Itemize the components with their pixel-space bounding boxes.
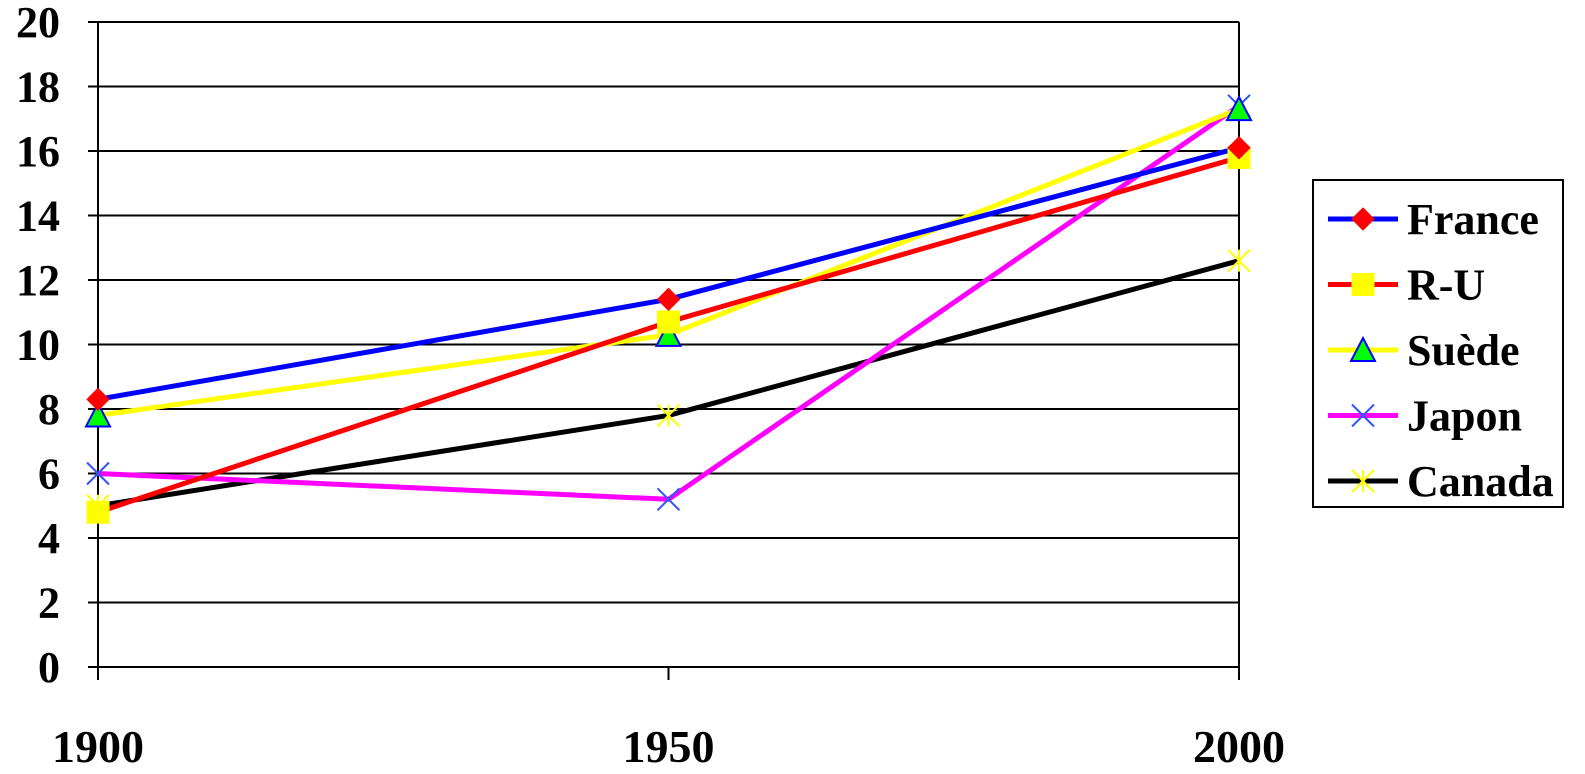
x-tick-label: 2000 [1193, 721, 1285, 769]
marker-star [1227, 248, 1251, 273]
y-tick-label: 18 [16, 63, 60, 112]
y-tick-label: 16 [16, 127, 60, 176]
legend: France R-U Suède Japon Canada [1312, 179, 1564, 508]
legend-label: R-U [1407, 261, 1485, 310]
y-tick-label: 6 [38, 450, 60, 499]
marker-diamond [86, 387, 110, 412]
legend-box [1312, 179, 1564, 508]
y-tick-label: 20 [16, 0, 60, 47]
y-tick-label: 8 [38, 385, 60, 434]
legend-item-canada: Canada [1328, 457, 1554, 506]
marker-triangle [1349, 335, 1377, 362]
marker-triangle [84, 401, 112, 428]
marker-star [656, 403, 681, 428]
legend-item-r-u: R-U [1328, 261, 1485, 310]
y-tick-label: 2 [38, 579, 60, 628]
legend-item-japon: Japon [1328, 392, 1522, 441]
series-line-france [97, 145, 1240, 402]
marker-square [1351, 273, 1375, 296]
legend-label: Canada [1407, 457, 1554, 506]
y-tick-label: 12 [16, 256, 60, 305]
legend-label: Suède [1407, 326, 1519, 375]
marker-stroke [86, 461, 110, 486]
marker-diamond [1351, 207, 1375, 231]
marker-diamond [1227, 136, 1251, 160]
y-tick-label: 14 [16, 192, 60, 241]
marker-x [1351, 403, 1375, 428]
marker-square [657, 310, 680, 334]
marker-square [86, 500, 110, 524]
legend-item-suède: Suède [1328, 326, 1519, 375]
marker-triangle [1225, 94, 1253, 122]
legend-label: Japon [1407, 392, 1522, 441]
legend-label: France [1407, 195, 1539, 244]
marker-star [1351, 469, 1375, 493]
marker-x [86, 461, 110, 486]
marker-diamond [656, 287, 681, 312]
series-layer [84, 94, 1253, 524]
y-tick-label: 10 [16, 321, 60, 370]
y-tick-label: 0 [38, 643, 60, 692]
x-tick-label: 1950 [623, 721, 715, 769]
marker-x [656, 487, 681, 512]
legend-item-france: France [1328, 195, 1539, 244]
marker-triangle [654, 320, 683, 347]
marker-stroke [656, 487, 681, 512]
y-tick-label: 4 [38, 514, 60, 563]
x-tick-label: 1900 [52, 721, 144, 769]
marker-stroke [1351, 403, 1375, 428]
axis-layer: 0 2 4 6 8 10 12 14 16 18 20 1900 1950 2000 [16, 0, 1285, 772]
